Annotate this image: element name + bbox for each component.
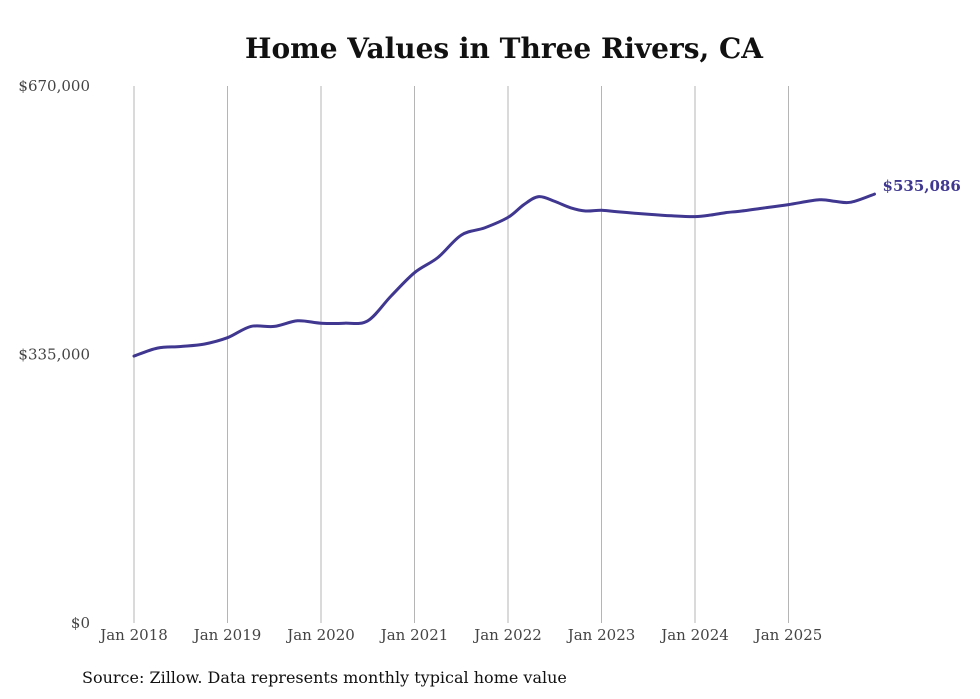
x-tick-label: Jan 2023 — [566, 626, 636, 644]
y-tick-label: $335,000 — [18, 346, 90, 364]
x-axis-ticks: Jan 2018 Jan 2019 Jan 2020 Jan 2021 Jan 2022… — [98, 626, 822, 644]
x-tick-label: Jan 2022 — [472, 626, 542, 644]
chart-title: Home Values in Three Rivers, CA — [244, 32, 763, 65]
x-tick-label: Jan 2024 — [659, 626, 729, 644]
vertical-gridlines — [133, 86, 789, 623]
x-tick-label: Jan 2018 — [98, 626, 168, 644]
x-tick-label: Jan 2021 — [379, 626, 449, 644]
source-note: Source: Zillow. Data represents monthly … — [82, 668, 567, 687]
y-tick-label: $670,000 — [18, 77, 90, 95]
x-tick-label: Jan 2019 — [192, 626, 262, 644]
home-value-line — [132, 192, 876, 358]
y-axis-ticks: $0 $335,000 $670,000 — [18, 77, 90, 632]
latest-value-label: $535,086 — [883, 177, 961, 195]
x-tick-label: Jan 2020 — [285, 626, 355, 644]
y-tick-label: $0 — [71, 614, 90, 632]
x-tick-label: Jan 2025 — [753, 626, 823, 644]
